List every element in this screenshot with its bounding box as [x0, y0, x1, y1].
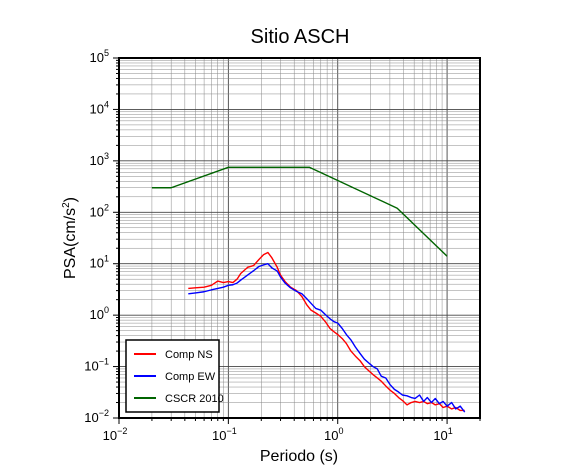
grid-lines [118, 57, 481, 419]
y-tick-label: 105 [90, 48, 109, 65]
y-tick-label: 100 [90, 305, 109, 322]
legend-item-comp-ns: Comp NS [134, 349, 213, 361]
y-tick-label: 101 [90, 254, 109, 271]
x-tick-label: 10−1 [212, 426, 237, 443]
plot-frame [118, 57, 481, 419]
legend-label-cscr-2010: CSCR 2010 [165, 393, 224, 405]
y-axis-label: PSA(cm/s2) [61, 197, 79, 279]
legend-label-comp-ew: Comp EW [165, 371, 216, 383]
svg-text:PSA(cm/s2): PSA(cm/s2) [61, 197, 79, 279]
series-line-comp-ew [188, 263, 466, 413]
x-tick-labels: 10−2 10−1 100 101 [103, 426, 453, 443]
x-tick-label: 100 [324, 426, 343, 443]
y-tick-label: 10−1 [84, 357, 109, 374]
y-tick-label: 10−2 [84, 408, 109, 425]
legend-item-comp-ew: Comp EW [134, 371, 216, 383]
y-tick-labels: 10−2 10−1 100 101 102 103 104 105 [84, 48, 109, 425]
y-tick-label: 103 [90, 151, 109, 168]
x-axis-label: Periodo (s) [260, 448, 338, 465]
legend-label-comp-ns: Comp NS [165, 349, 213, 361]
chart-title: Sitio ASCH [251, 26, 350, 48]
series-lines [151, 166, 466, 413]
x-tick-label: 10−2 [103, 426, 128, 443]
y-tick-label: 104 [90, 99, 109, 116]
legend-item-cscr-2010: CSCR 2010 [134, 393, 224, 405]
legend: Comp NS Comp EW CSCR 2010 [125, 339, 224, 413]
series-line-comp-ns [188, 251, 465, 412]
series-line-cscr-2010 [151, 166, 448, 257]
x-tick-label: 101 [433, 426, 452, 443]
y-tick-label: 102 [90, 202, 109, 219]
